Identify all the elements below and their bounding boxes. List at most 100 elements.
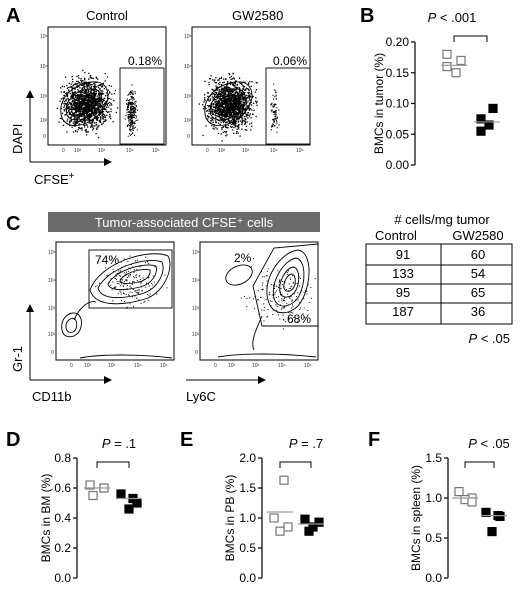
flow-event [228, 73, 230, 75]
flow-event [73, 117, 75, 120]
x-tick-label: 0 [206, 148, 209, 154]
flow-event [131, 117, 133, 119]
flow-event [210, 120, 213, 122]
flow-event [110, 98, 112, 100]
flow-event [81, 121, 83, 123]
flow-event [70, 106, 72, 108]
flow-event [226, 87, 228, 89]
flow-event [288, 318, 290, 320]
contour-line [73, 301, 97, 321]
control-point [451, 68, 461, 78]
flow-event [97, 136, 100, 139]
flow-event [78, 112, 80, 114]
flow-event [283, 299, 285, 301]
flow-event [133, 127, 135, 129]
flow-event [65, 100, 67, 102]
flow-event [93, 86, 95, 88]
flow-event [87, 93, 89, 95]
flow-event [244, 112, 246, 115]
flow-event [82, 103, 84, 105]
flow-event [274, 283, 276, 285]
flow-event [129, 274, 131, 276]
flow-event [94, 94, 97, 96]
flow-event [83, 81, 85, 83]
flow-event [77, 118, 79, 120]
flow-event [281, 284, 283, 286]
flow-event [291, 300, 293, 302]
flow-event [279, 287, 281, 289]
gate-percent-2: 2% [234, 251, 252, 265]
flow-event [95, 115, 97, 117]
flow-event [249, 99, 251, 101]
flow-event [88, 78, 90, 80]
flow-event [237, 120, 239, 122]
flow-event [227, 111, 229, 113]
flow-event [72, 97, 74, 99]
flow-event [276, 123, 278, 125]
flow-event [274, 293, 276, 295]
flow-event [89, 77, 91, 79]
flow-event [131, 284, 133, 285]
flow-event [236, 100, 238, 103]
flow-event [91, 84, 93, 86]
flow-event [79, 112, 82, 115]
y-tick-label: 10³ [40, 94, 48, 100]
flow-event [272, 123, 274, 125]
flow-event [90, 84, 92, 86]
flow-event [74, 114, 76, 116]
flow-event [230, 102, 233, 105]
table-cell-gw2580: 65 [471, 285, 485, 300]
flow-event [235, 86, 237, 89]
flow-event [136, 129, 138, 131]
flow-event [232, 104, 234, 106]
flow-event [83, 113, 85, 116]
flow-event [85, 105, 87, 107]
flow-event [238, 102, 240, 104]
flow-event [275, 297, 277, 298]
flow-event [247, 117, 249, 119]
contour-line [61, 312, 82, 338]
flow-event [219, 90, 222, 92]
flow-event [232, 91, 234, 93]
flow-event [79, 90, 81, 92]
flow-event [130, 121, 132, 123]
flow-event [81, 91, 83, 93]
flow-event [270, 109, 272, 111]
flow-event [275, 104, 277, 106]
flow-event [204, 98, 206, 101]
flow-event [74, 122, 77, 124]
flow-event [104, 80, 106, 82]
flow-event [120, 271, 122, 273]
flow-event [90, 89, 92, 91]
flow-event [89, 82, 91, 84]
flow-event [233, 78, 235, 80]
flow-event [83, 85, 85, 87]
y-tick-label: 1.5 [425, 451, 442, 465]
flow-event [130, 98, 132, 100]
gate-percent-gw2580: 0.06% [273, 54, 307, 68]
flow-event [230, 126, 232, 128]
control-point [85, 480, 95, 490]
flow-event [223, 101, 225, 103]
flow-event [255, 97, 257, 99]
flow-event [278, 281, 280, 283]
flow-event [228, 101, 230, 103]
flow-event [234, 95, 236, 98]
flow-event [239, 96, 241, 98]
flow-event [164, 274, 166, 276]
flow-event [246, 97, 248, 99]
flow-event [263, 309, 265, 311]
flow-event [232, 72, 234, 74]
flow-event [97, 97, 100, 99]
flow-event [207, 99, 209, 101]
table-cell-control: 95 [396, 285, 410, 300]
flow-event [276, 107, 278, 109]
flow-event [79, 105, 81, 108]
flow-event [223, 130, 226, 133]
flow-event [278, 280, 280, 282]
flow-event [85, 112, 88, 114]
flow-event [134, 126, 136, 128]
flow-event [127, 260, 129, 262]
flow-event [289, 287, 291, 289]
